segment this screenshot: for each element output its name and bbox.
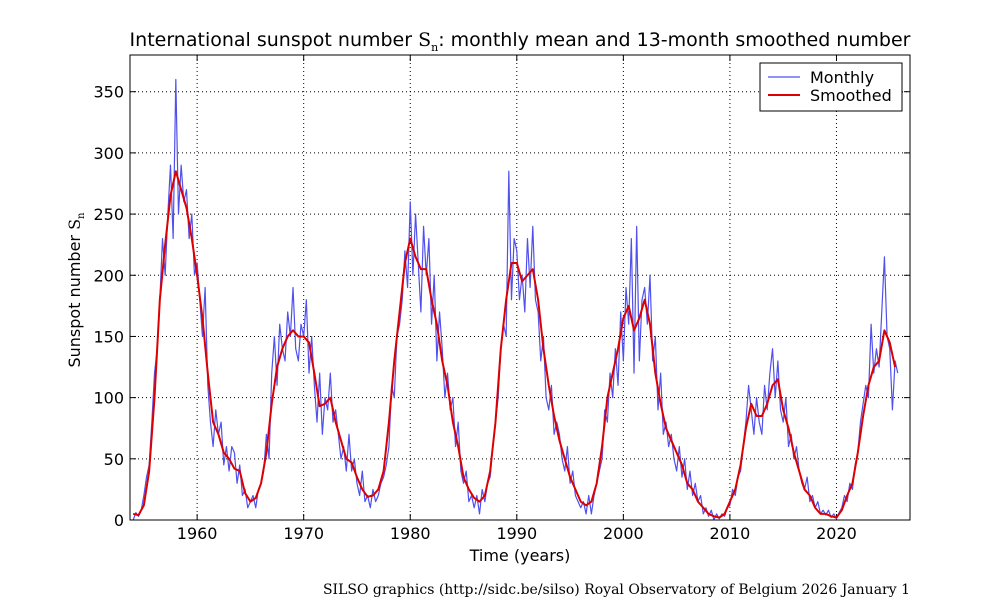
plot-frame bbox=[129, 54, 911, 521]
x-tick-label: 2010 bbox=[710, 524, 751, 543]
y-tick-label: 100 bbox=[93, 389, 124, 408]
x-tick-label: 1980 bbox=[390, 524, 431, 543]
y-tick-label: 350 bbox=[93, 83, 124, 102]
title-subscript: n bbox=[431, 41, 438, 54]
title-text: International sunspot number bbox=[130, 29, 419, 51]
y-axis-label: Sunspot number Sn bbox=[65, 212, 87, 368]
y-tick-label: 300 bbox=[93, 144, 124, 163]
plot-area bbox=[132, 78, 899, 520]
legend-label: Monthly bbox=[810, 68, 874, 87]
title-text: : monthly mean and 13-month smoothed num… bbox=[438, 29, 910, 51]
chart-title: International sunspot number Sn: monthly… bbox=[130, 29, 911, 54]
title-symbol: S bbox=[418, 29, 431, 51]
footer: SILSO graphics (http://sidc.be/silso) Ro… bbox=[323, 582, 910, 598]
y-tick-label: 200 bbox=[93, 266, 124, 285]
series-line bbox=[132, 78, 899, 520]
y-label-text: Sunspot number bbox=[65, 230, 84, 368]
x-tick-label: 2020 bbox=[816, 524, 857, 543]
legend-label: Smoothed bbox=[810, 86, 892, 105]
y-tick-label: 250 bbox=[93, 205, 124, 224]
x-tick-label: 1960 bbox=[177, 524, 218, 543]
y-label-subscript: n bbox=[76, 212, 87, 219]
y-label-symbol: S bbox=[65, 219, 84, 230]
x-tick-label: 2000 bbox=[603, 524, 644, 543]
x-axis-label: Time (years) bbox=[469, 546, 571, 565]
y-tick-label: 0 bbox=[114, 511, 124, 530]
y-tick-label: 150 bbox=[93, 327, 124, 346]
legend-box bbox=[759, 62, 903, 112]
y-tick-label: 50 bbox=[104, 450, 124, 469]
series-line bbox=[132, 170, 897, 519]
x-tick-label: 1970 bbox=[283, 524, 324, 543]
x-tick-label: 1990 bbox=[496, 524, 537, 543]
